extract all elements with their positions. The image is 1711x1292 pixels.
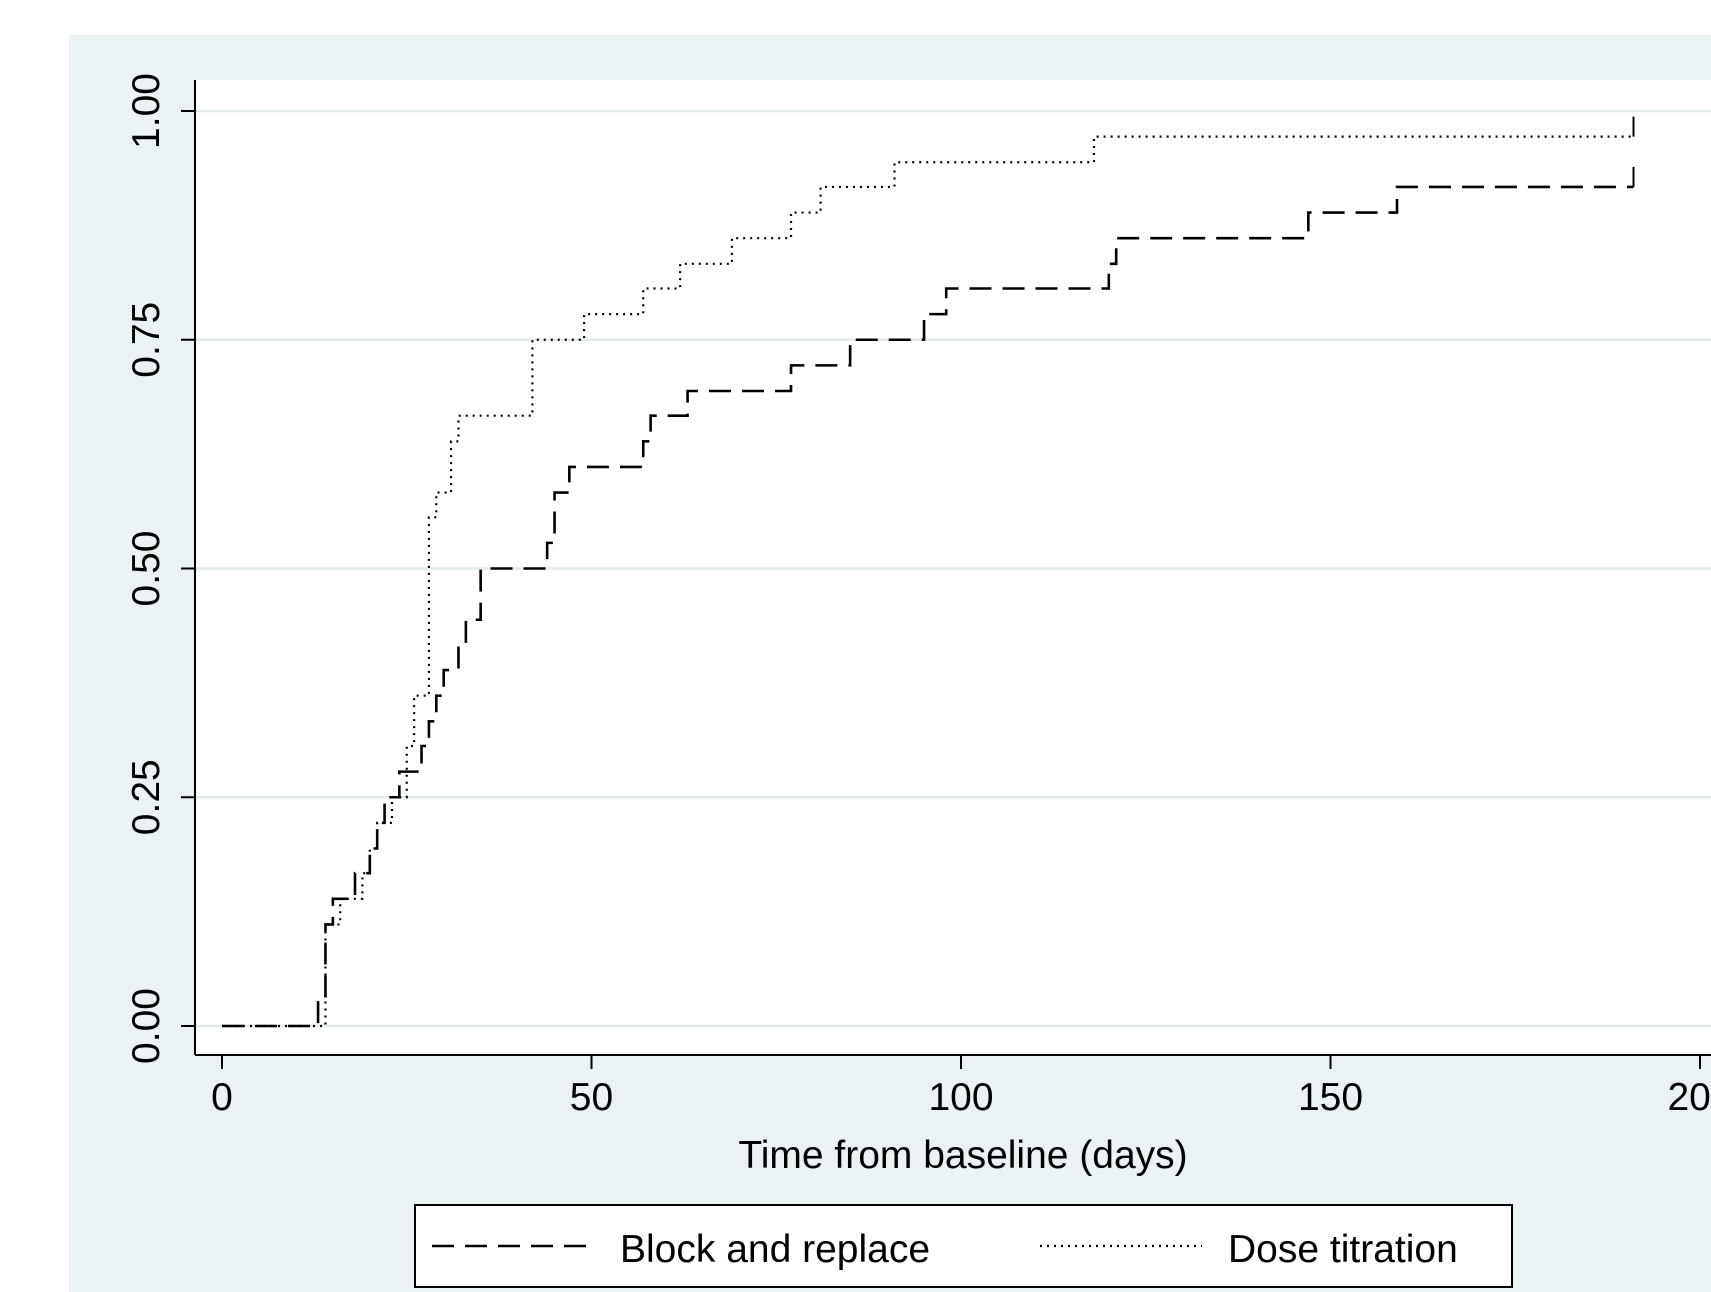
legend-label-block-and-replace: Block and replace xyxy=(620,1228,930,1271)
y-tick-label: 0.25 xyxy=(125,759,168,835)
y-tick-label: 0.00 xyxy=(125,988,168,1064)
legend: Block and replace Dose titration xyxy=(414,1204,1513,1288)
y-tick-label: 0.50 xyxy=(125,531,168,607)
grid-lines xyxy=(195,109,1711,1028)
x-tick-label: 200 xyxy=(1667,1076,1711,1119)
x-tick-label: 0 xyxy=(211,1076,233,1119)
series-lines xyxy=(222,116,1635,1028)
x-tick-label: 100 xyxy=(928,1076,993,1119)
y-tick-label: 0.75 xyxy=(125,302,168,378)
legend-box xyxy=(414,1204,1513,1288)
series-line-dose-titration xyxy=(222,135,1634,1028)
x-tick-label: 150 xyxy=(1298,1076,1363,1119)
x-tick-label: 50 xyxy=(570,1076,613,1119)
y-tick-label: 1.00 xyxy=(125,73,168,149)
axes: 0.00 0.25 0.50 0.75 1.00 0 50 100 150 200 xyxy=(125,73,1711,1119)
x-axis-label: Time from baseline (days) xyxy=(738,1134,1187,1177)
series-line-block-and-replace xyxy=(222,185,1634,1028)
legend-label-dose-titration: Dose titration xyxy=(1228,1228,1458,1271)
